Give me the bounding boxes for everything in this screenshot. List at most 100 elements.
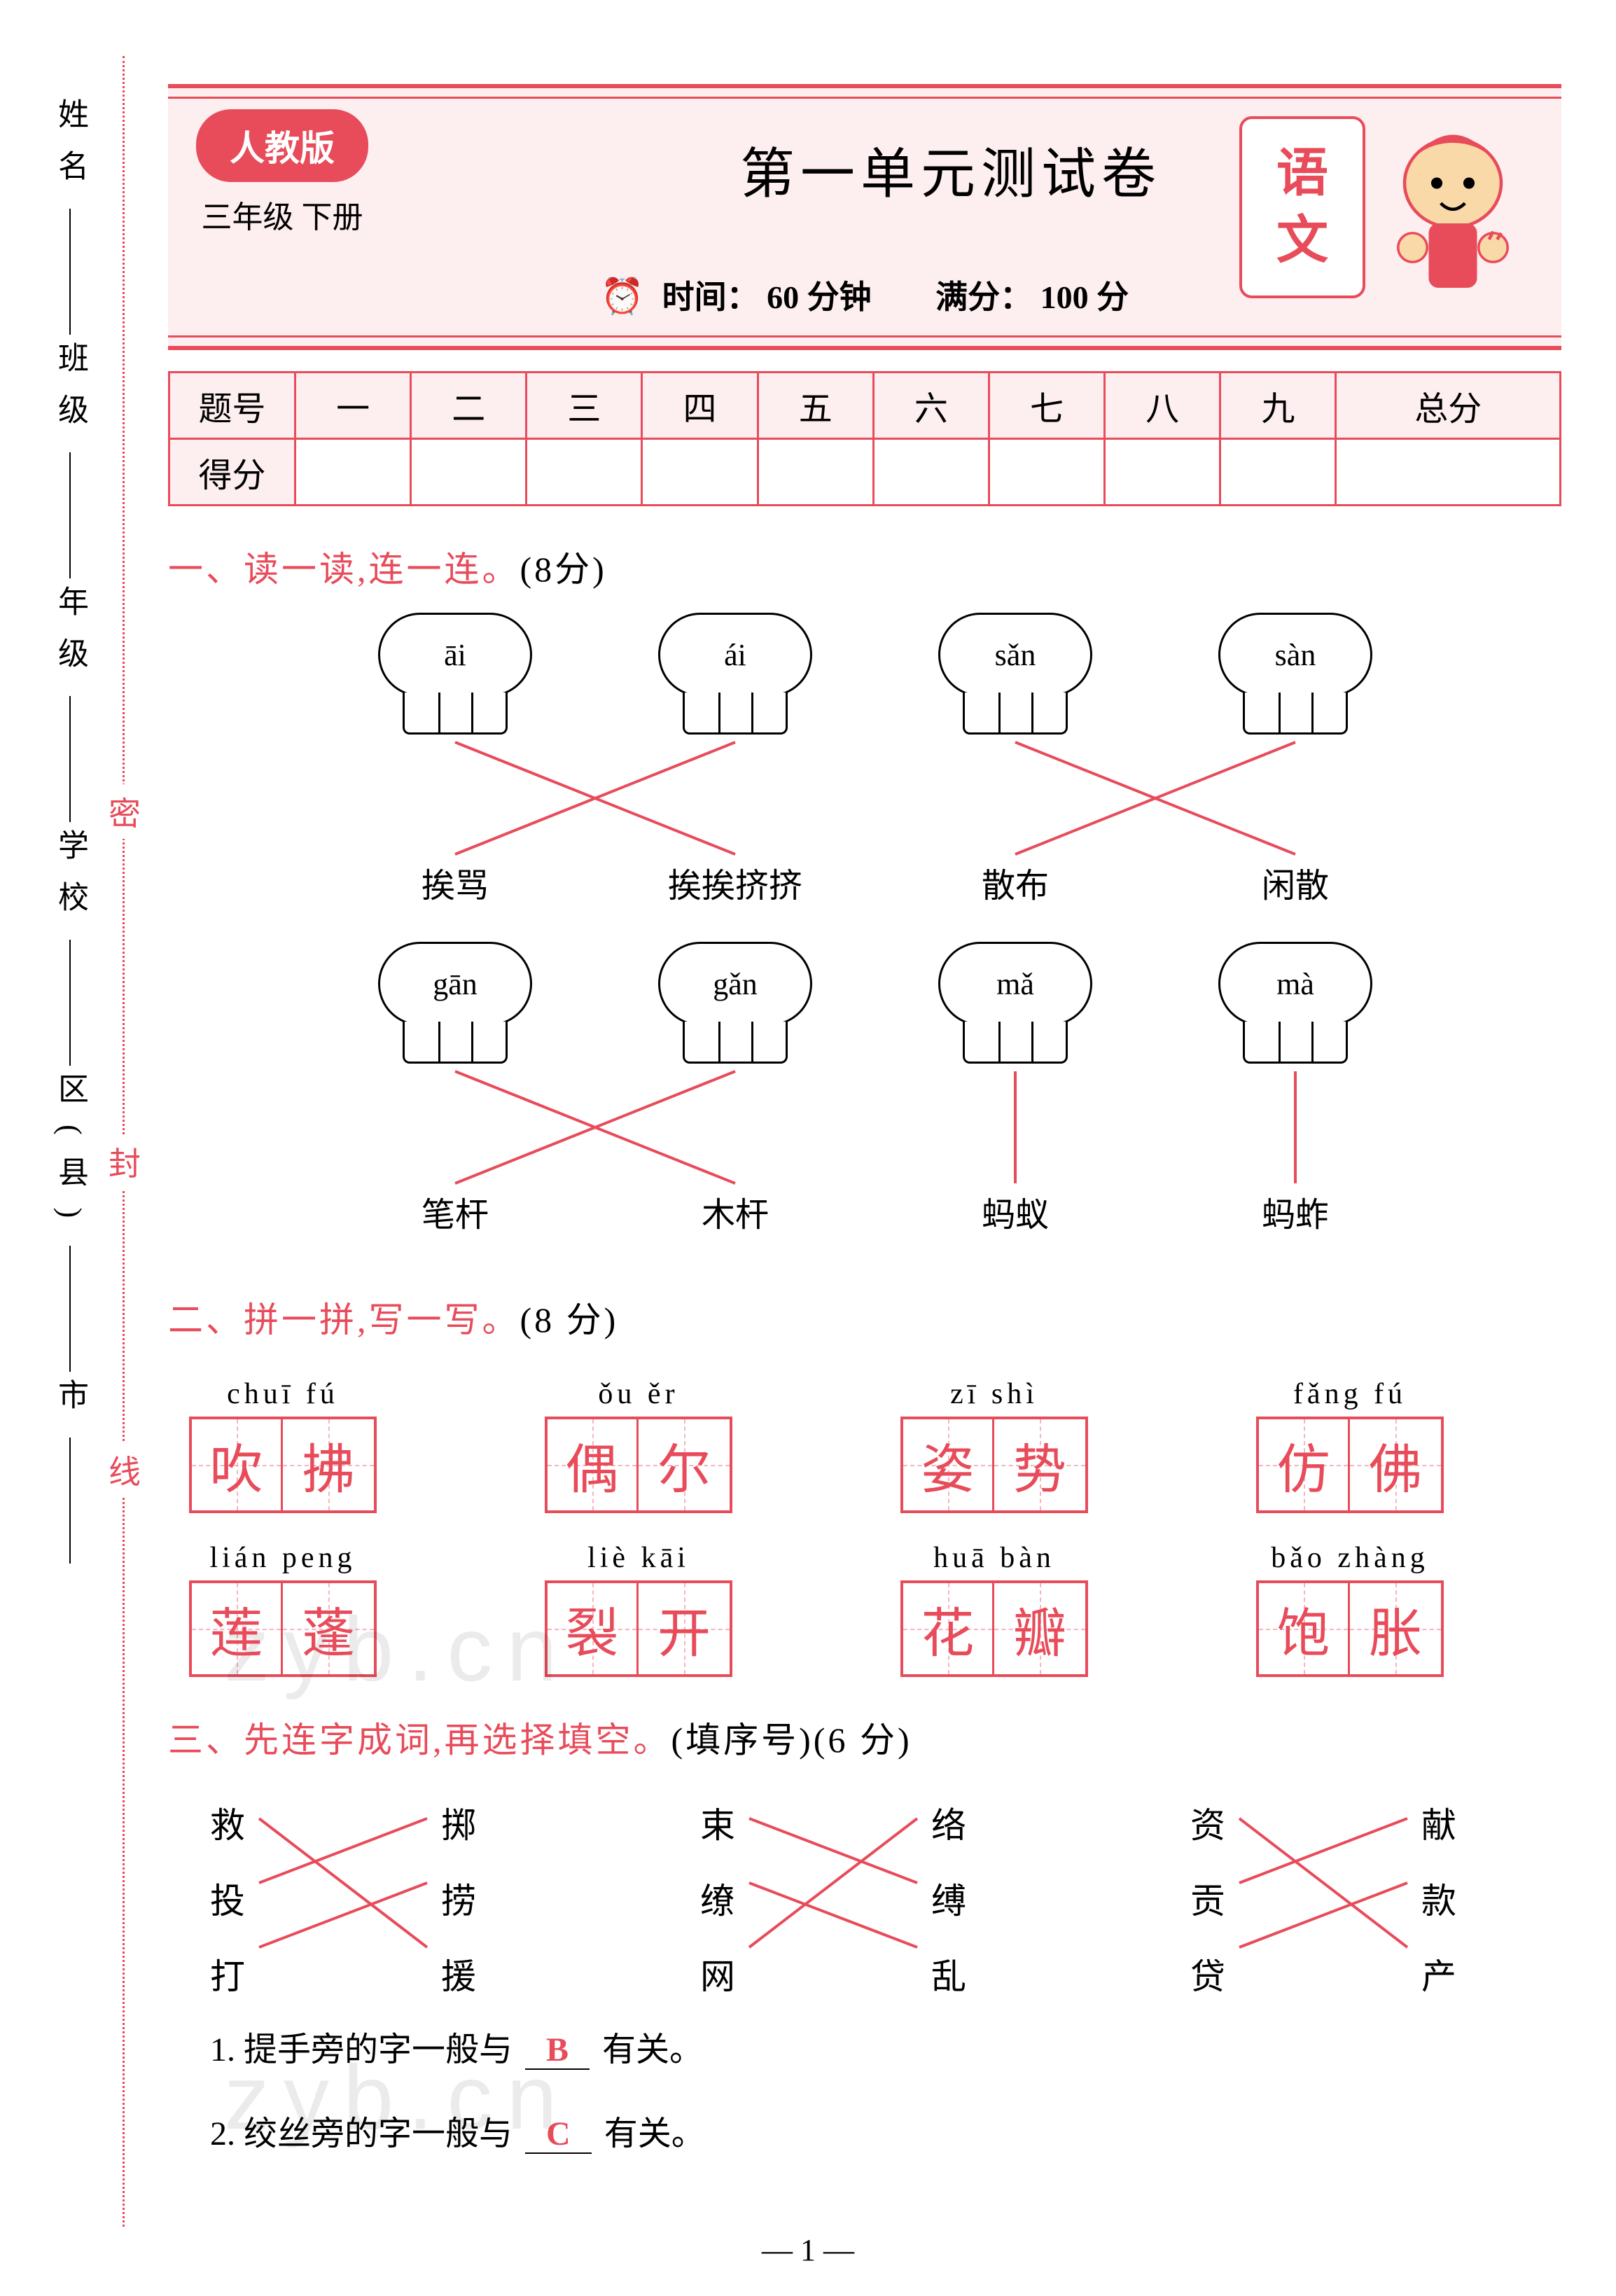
page-content: 人教版 三年级 下册 第一单元测试卷 ⏰ 时间： 60 分钟 满分： 100 分… <box>168 84 1561 2155</box>
q3-triplet-row: 救投打掷捞援束缭网络缚乱资贡贷献款产 <box>210 1797 1561 1987</box>
q2-row-2: lián peng莲蓬liè kāi裂开huā bàn花瓣bǎo zhàng饱胀 <box>189 1541 1561 1677</box>
sidebar-city[interactable]: 市 <box>48 1379 92 1431</box>
score-cell[interactable] <box>1220 439 1336 506</box>
col-header: 八 <box>1105 373 1220 439</box>
triplet-char: 捞 <box>441 1873 476 1923</box>
time-label: 时间： <box>662 279 759 315</box>
triplet-char: 贡 <box>1190 1873 1225 1923</box>
char-box[interactable]: 胀 <box>1350 1583 1441 1674</box>
char-box[interactable]: 偶 <box>548 1419 639 1510</box>
q1-points: (8分) <box>520 550 607 589</box>
score-cell[interactable] <box>527 439 642 506</box>
match-word: 闲散 <box>1204 858 1386 907</box>
triplet-char: 款 <box>1421 1873 1456 1923</box>
triplet-char: 缚 <box>931 1873 966 1923</box>
char-boxes[interactable]: 偶尔 <box>545 1417 732 1513</box>
char-boxes[interactable]: 莲蓬 <box>189 1580 377 1677</box>
write-group: lián peng莲蓬 <box>189 1541 377 1677</box>
sidebar-fill-line[interactable] <box>69 1438 71 1564</box>
q3-title: 三、先连字成词,再选择填空。(填序号)(6 分) <box>168 1712 1561 1762</box>
triplet-char: 救 <box>210 1797 245 1848</box>
score-cell[interactable] <box>758 439 873 506</box>
time-value: 60 分钟 <box>767 279 872 315</box>
char-box[interactable]: 尔 <box>639 1419 730 1510</box>
full-value: 100 分 <box>1040 279 1129 315</box>
sidebar-fill-line[interactable] <box>69 696 71 822</box>
exam-header: 人教版 三年级 下册 第一单元测试卷 ⏰ 时间： 60 分钟 满分： 100 分… <box>168 84 1561 350</box>
col-header: 四 <box>642 373 758 439</box>
score-cell[interactable] <box>642 439 758 506</box>
char-box[interactable]: 蓬 <box>283 1583 374 1674</box>
sidebar-fill-line[interactable] <box>69 1246 71 1372</box>
match-word: 挨挨挤挤 <box>644 858 826 907</box>
char-box[interactable]: 花 <box>903 1583 994 1674</box>
col-header: 九 <box>1220 373 1336 439</box>
char-boxes[interactable]: 姿势 <box>900 1417 1088 1513</box>
char-box[interactable]: 饱 <box>1259 1583 1350 1674</box>
triplet-char: 援 <box>441 1949 476 1999</box>
match-word: 木杆 <box>644 1187 826 1236</box>
col-header: 六 <box>873 373 989 439</box>
q3-points: (填序号)(6 分) <box>671 1720 912 1760</box>
triplet-char: 掷 <box>441 1797 476 1848</box>
grade-label: 三年级 下册 <box>196 192 368 237</box>
row-header: 题号 <box>169 373 295 439</box>
char-box[interactable]: 开 <box>639 1583 730 1674</box>
char-box[interactable]: 姿 <box>903 1419 994 1510</box>
char-boxes[interactable]: 饱胀 <box>1256 1580 1444 1677</box>
triplet-char: 乱 <box>931 1949 966 1999</box>
char-boxes[interactable]: 花瓣 <box>900 1580 1088 1677</box>
sidebar-fill-line[interactable] <box>69 940 71 1066</box>
score-cell[interactable] <box>295 439 411 506</box>
write-group: zī shì姿势 <box>900 1377 1088 1513</box>
subject-char-1: 语 <box>1276 140 1328 207</box>
q1-word-row-1: 挨骂挨挨挤挤散布闲散 <box>364 858 1386 907</box>
score-cell[interactable] <box>1105 439 1220 506</box>
sidebar-fill-line[interactable] <box>69 209 71 335</box>
sidebar-name[interactable]: 姓名 <box>48 98 92 202</box>
write-pinyin: liè kāi <box>545 1541 732 1575</box>
write-group: chuī fú 吹拂 <box>189 1377 377 1513</box>
score-cell[interactable] <box>989 439 1104 506</box>
char-box[interactable]: 吹 <box>192 1419 283 1510</box>
sidebar-school[interactable]: 学校 <box>48 829 92 933</box>
sidebar-grade[interactable]: 年级 <box>48 585 92 689</box>
triplet-char: 产 <box>1421 1949 1456 1999</box>
triplet-lines <box>742 1797 924 1987</box>
q1-title-text: 一、读一读,连一连。 <box>168 550 520 589</box>
write-pinyin: chuī fú <box>189 1377 377 1411</box>
write-group: fǎng fú仿佛 <box>1256 1377 1444 1513</box>
q3-sub1: 1. 提手旁的字一般与 B 有关。 <box>210 2022 1561 2071</box>
char-box[interactable]: 势 <box>994 1419 1085 1510</box>
q1-title: 一、读一读,连一连。(8分) <box>168 541 1561 592</box>
char-box[interactable]: 拂 <box>283 1419 374 1510</box>
q1-pinyin-row-1: āiáisǎnsàn <box>364 613 1386 735</box>
char-box[interactable]: 莲 <box>192 1583 283 1674</box>
char-box[interactable]: 裂 <box>548 1583 639 1674</box>
score-cell[interactable] <box>1336 439 1561 506</box>
sidebar-class[interactable]: 班级 <box>48 342 92 445</box>
char-boxes[interactable]: 裂开 <box>545 1580 732 1677</box>
col-header: 总分 <box>1336 373 1561 439</box>
char-box[interactable]: 瓣 <box>994 1583 1085 1674</box>
triplet-left-col: 资贡贷 <box>1190 1797 1225 1999</box>
q1-match-lines-2 <box>364 1068 1456 1187</box>
char-boxes[interactable]: 吹拂 <box>189 1417 377 1513</box>
score-cell[interactable] <box>873 439 989 506</box>
page-number: — 1 — <box>762 2232 854 2268</box>
triplet-left-col: 束缭网 <box>700 1797 735 1999</box>
triplet-char: 网 <box>700 1949 735 1999</box>
score-header-row: 题号 一 二 三 四 五 六 七 八 九 总分 <box>169 373 1561 439</box>
char-box[interactable]: 仿 <box>1259 1419 1350 1510</box>
q3-sub1-answer: B <box>525 2031 590 2070</box>
score-cell[interactable] <box>411 439 527 506</box>
sidebar-district[interactable]: 区(县) <box>48 1073 92 1239</box>
sidebar-fill-line[interactable] <box>69 452 71 578</box>
q3-sub2-prefix: 2. 绞丝旁的字一般与 <box>210 2115 513 2152</box>
char-boxes[interactable]: 仿佛 <box>1256 1417 1444 1513</box>
char-box[interactable]: 佛 <box>1350 1419 1441 1510</box>
triplet-lines <box>1232 1797 1414 1987</box>
triplet-char: 打 <box>210 1949 245 1999</box>
pinyin-cupcake: gān <box>364 942 546 1064</box>
write-pinyin: ǒu ěr <box>545 1377 732 1411</box>
